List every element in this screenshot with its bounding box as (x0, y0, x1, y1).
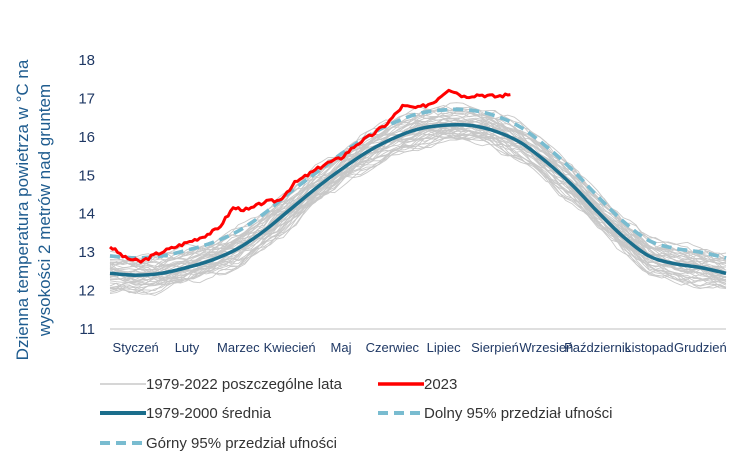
legend-item-2023: 2023 (378, 376, 457, 393)
x-tick-label: Styczeń (113, 340, 159, 355)
y-tick-label: 15 (78, 167, 95, 184)
x-tick-label: Marzec (217, 340, 260, 355)
y-tick-label: 12 (78, 283, 95, 300)
x-tick-label: Październik (564, 340, 632, 355)
mean-line (109, 122, 727, 277)
year-line (109, 118, 727, 283)
year-line (109, 129, 727, 284)
year-line (109, 133, 727, 294)
x-tick-label: Listopad (624, 340, 673, 355)
x-tick-label: Grudzień (674, 340, 727, 355)
legend-label: 2023 (424, 376, 457, 393)
legend: 1979-2022 poszczególne lata 2023 1979-2000… (100, 376, 612, 452)
legend-item-mean: 1979-2000 średnia (100, 405, 272, 422)
y-axis-ticks: 18 17 16 15 14 13 12 11 (78, 52, 95, 338)
x-tick-label: Maj (331, 340, 352, 355)
x-tick-label: Kwiecień (264, 340, 316, 355)
x-tick-label: Czerwiec (366, 340, 420, 355)
legend-label: Dolny 95% przedział ufności (424, 405, 612, 422)
x-tick-label: Luty (175, 340, 200, 355)
y-axis-label-line-1: Dzienna temperatura powietrza w °C na (13, 59, 32, 360)
legend-label: 1979-2000 średnia (146, 405, 272, 422)
year-line (109, 114, 727, 271)
y-tick-label: 18 (78, 52, 95, 69)
y-tick-label: 17 (78, 90, 95, 107)
x-axis-ticks: Styczeń Luty Marzec Kwiecień Maj Czerwiec Lipi… (113, 340, 727, 355)
y-tick-label: 13 (78, 244, 95, 261)
year-line (109, 117, 727, 281)
legend-item-lower-ci: Dolny 95% przedział ufności (378, 405, 612, 422)
year-line (109, 119, 727, 271)
legend-item-upper-ci: Górny 95% przedział ufności (100, 435, 337, 452)
year-line (109, 115, 727, 270)
y-axis-label-line-2: wysokości 2 metrów nad gruntem (35, 84, 54, 337)
series-lines (109, 88, 727, 277)
year-line (109, 107, 727, 263)
x-tick-label: Sierpień (471, 340, 519, 355)
y-tick-label: 11 (79, 321, 95, 338)
legend-label: Górny 95% przedział ufności (146, 435, 337, 452)
y-axis-label: Dzienna temperatura powietrza w °C na wys… (13, 59, 54, 360)
y-tick-label: 16 (78, 129, 95, 146)
legend-label: 1979-2022 poszczególne lata (146, 376, 343, 393)
upper-ci-line (109, 107, 727, 260)
x-tick-label: Wrzesień (519, 340, 573, 355)
y-tick-label: 14 (78, 206, 95, 223)
year-2023-line (109, 88, 511, 264)
year-line (109, 134, 727, 294)
individual-years-lines (109, 102, 727, 296)
x-tick-label: Lipiec (427, 340, 461, 355)
legend-item-individual-years: 1979-2022 poszczególne lata (100, 376, 343, 393)
